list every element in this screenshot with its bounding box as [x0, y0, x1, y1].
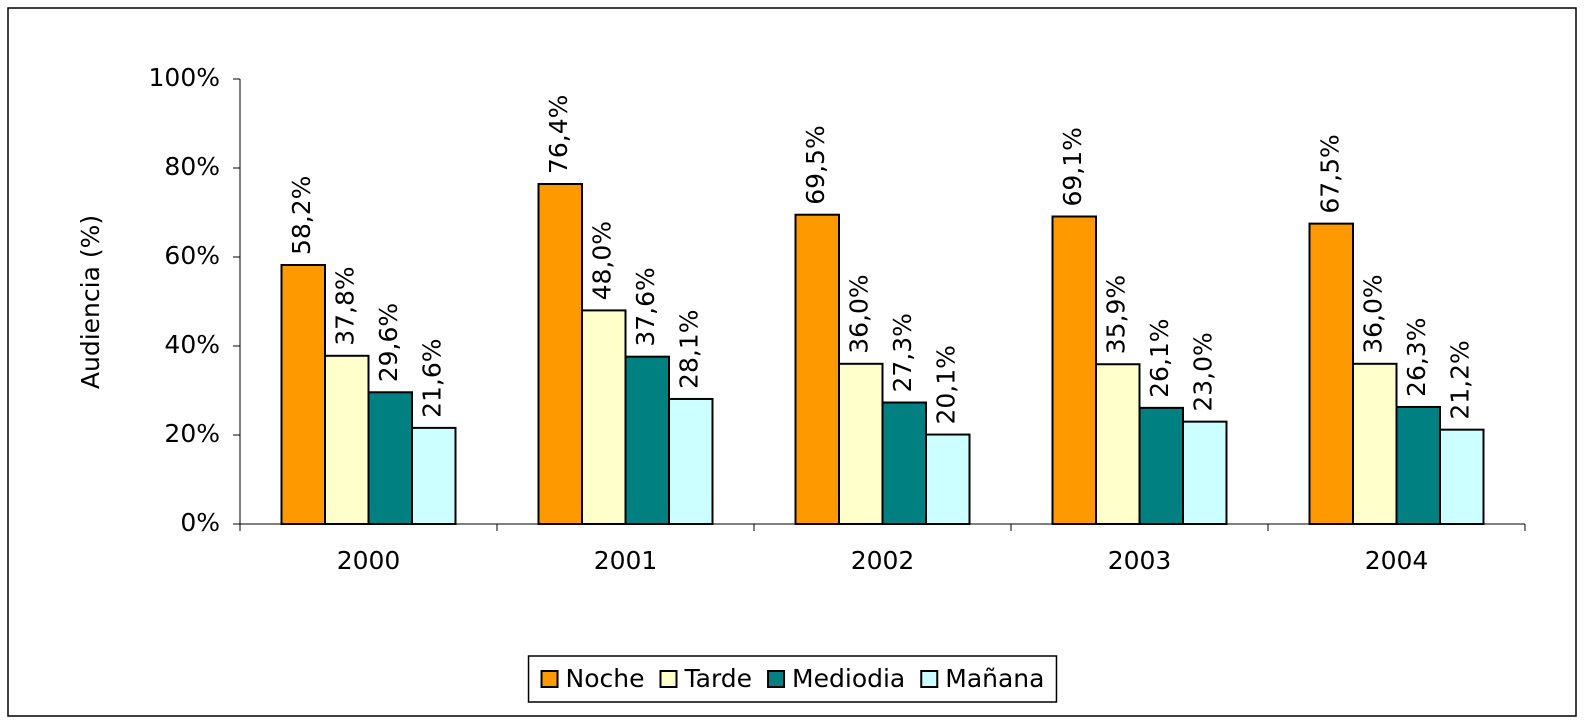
legend-label: Mañana — [945, 664, 1044, 693]
x-tick-label: 2000 — [337, 546, 401, 575]
legend-label: Tarde — [684, 664, 753, 693]
bar — [794, 213, 840, 525]
value-label: 20,1% — [932, 345, 961, 424]
bar — [280, 264, 326, 525]
value-label: 26,3% — [1402, 318, 1431, 397]
x-tick-label: 2002 — [851, 546, 915, 575]
bar — [1182, 420, 1228, 525]
value-label: 69,5% — [801, 125, 830, 204]
bar — [838, 362, 884, 525]
value-label: 28,1% — [675, 310, 704, 389]
bar — [1308, 222, 1354, 525]
legend-swatch — [659, 670, 678, 688]
value-label: 26,1% — [1145, 318, 1174, 397]
x-tick-label: 2004 — [1365, 546, 1429, 575]
bar — [881, 401, 927, 526]
value-label: 36,0% — [1359, 274, 1388, 353]
x-tick-label: 2001 — [594, 546, 658, 575]
bar — [668, 397, 714, 525]
bar — [925, 433, 971, 525]
x-tick-label: 2003 — [1108, 546, 1172, 575]
y-tick-label: 20% — [164, 419, 220, 448]
value-label: 69,1% — [1058, 127, 1087, 206]
bar — [367, 391, 413, 525]
bar — [1051, 215, 1097, 525]
bar — [1439, 428, 1485, 525]
y-tick-label: 60% — [164, 241, 220, 270]
bar — [1352, 362, 1398, 525]
value-label: 21,6% — [418, 338, 447, 417]
bar — [1138, 406, 1184, 526]
value-label: 23,0% — [1189, 332, 1218, 411]
bar — [581, 309, 627, 525]
value-label: 36,0% — [845, 274, 874, 353]
value-label: 29,6% — [374, 303, 403, 382]
value-label: 21,2% — [1446, 340, 1475, 419]
bar — [537, 183, 583, 526]
bar — [1395, 405, 1441, 525]
legend-label: Noche — [566, 664, 645, 693]
y-tick-label: 40% — [164, 330, 220, 359]
value-label: 58,2% — [287, 176, 316, 255]
y-tick-label: 100% — [149, 63, 220, 92]
legend-swatch — [920, 670, 939, 688]
legend-label: Mediodia — [792, 664, 905, 693]
legend-swatch — [540, 670, 559, 688]
legend-box — [527, 655, 1058, 703]
bar — [624, 355, 670, 525]
value-label: 37,8% — [331, 266, 360, 345]
bar — [324, 354, 370, 526]
value-label: 67,5% — [1315, 134, 1344, 213]
bar — [1095, 363, 1141, 525]
value-label: 48,0% — [588, 221, 617, 300]
value-label: 76,4% — [544, 95, 573, 174]
y-axis-title: Audiencia (%) — [76, 215, 105, 389]
legend-swatch — [767, 670, 786, 688]
bar — [411, 426, 457, 526]
value-label: 37,6% — [631, 267, 660, 346]
y-tick-label: 80% — [164, 152, 220, 181]
value-label: 35,9% — [1102, 275, 1131, 354]
y-tick-label: 0% — [180, 508, 220, 537]
value-label: 27,3% — [888, 313, 917, 392]
